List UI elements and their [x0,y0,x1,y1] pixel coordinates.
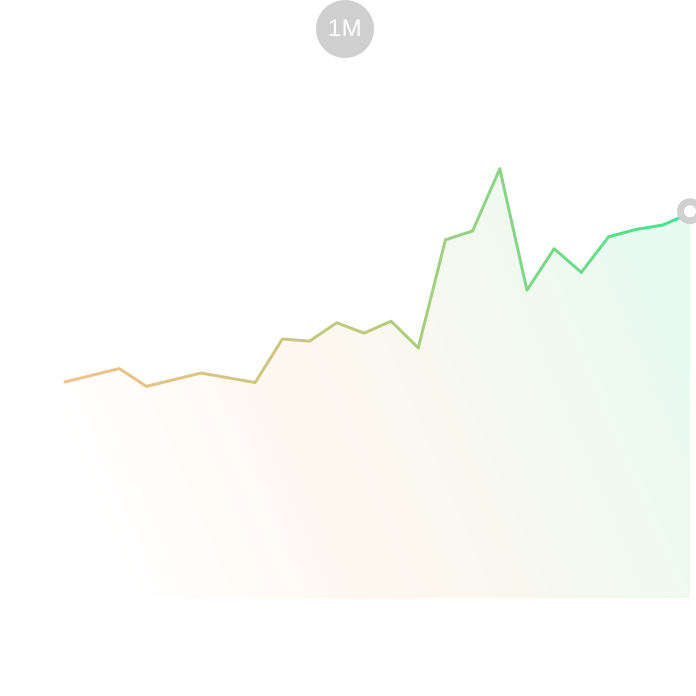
data-point [442,237,448,243]
current-value-marker[interactable] [677,198,696,225]
data-point [388,318,394,324]
chart-layer [62,166,696,599]
data-point [524,287,530,293]
data-point [307,338,313,344]
data-point [144,383,150,389]
data-point [361,330,367,336]
data-point [660,222,666,228]
data-point [633,226,639,232]
data-point [605,234,611,240]
data-point [415,345,421,351]
data-point [252,380,258,386]
data-point [279,336,285,342]
data-point [116,366,122,372]
data-point [334,320,340,326]
data-point [497,166,503,172]
data-point [62,379,68,385]
data-point [551,246,557,252]
data-point [578,269,584,275]
data-point [198,370,204,376]
range-selector-1m-button[interactable]: 1M [316,0,374,58]
series-line [63,167,692,388]
series-area-fill [65,168,690,599]
data-point [470,228,476,234]
